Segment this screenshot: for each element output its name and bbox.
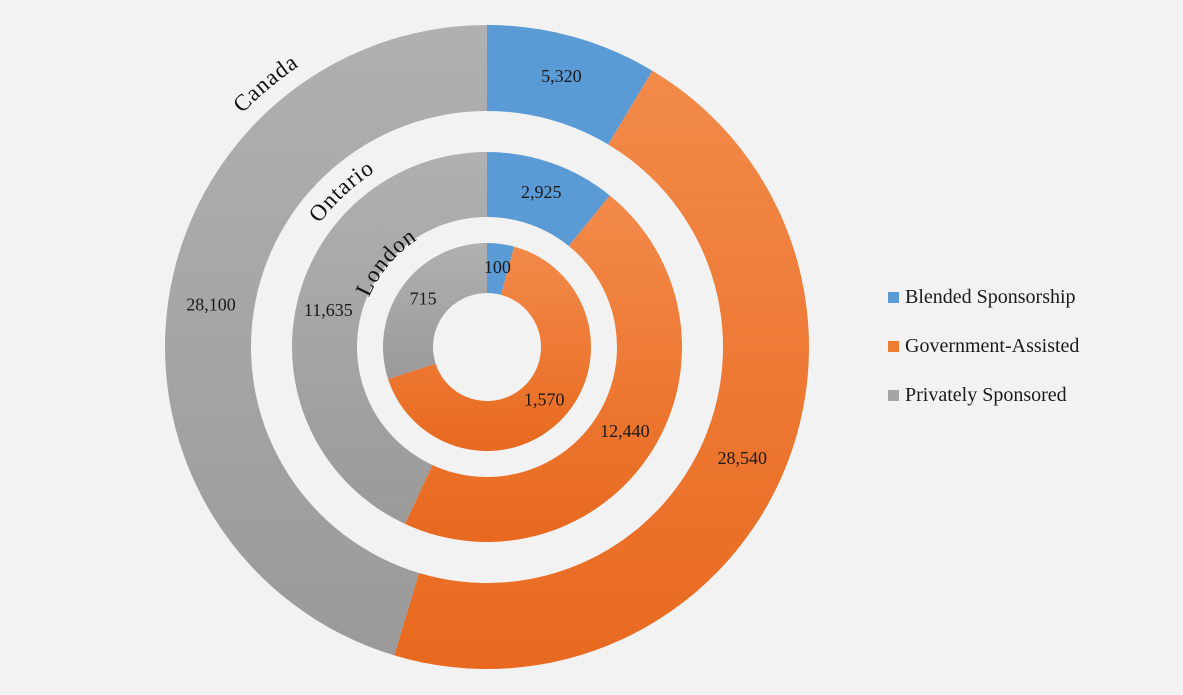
legend-item-government: Government-Assisted — [888, 322, 1079, 371]
legend-label-government: Government-Assisted — [905, 335, 1080, 357]
slices-group — [164, 25, 810, 670]
legend-swatch-private — [888, 390, 899, 401]
data-label-canada-government-assisted: 28,540 — [717, 448, 767, 468]
legend-item-private: Privately Sponsored — [888, 371, 1079, 420]
legend-swatch-government — [888, 341, 899, 352]
legend-item-blended: Blended Sponsorship — [888, 273, 1079, 322]
data-label-london-blended-sponsorship: 100 — [484, 257, 511, 277]
data-label-london-government-assisted: 1,570 — [524, 390, 565, 410]
data-label-canada-blended-sponsorship: 5,320 — [541, 66, 582, 86]
slice-ontario-privately-sponsored — [291, 152, 487, 524]
legend: Blended Sponsorship Government-Assisted … — [888, 273, 1079, 420]
data-label-ontario-privately-sponsored: 11,635 — [304, 300, 353, 320]
slice-london-blended-sponsorship — [487, 243, 515, 295]
data-label-canada-privately-sponsored: 28,100 — [186, 295, 236, 315]
slice-ontario-government-assisted — [405, 195, 683, 543]
slice-ontario-blended-sponsorship — [487, 152, 610, 246]
slice-london-privately-sponsored — [383, 243, 487, 380]
slice-london-government-assisted — [388, 246, 592, 451]
data-label-ontario-blended-sponsorship: 2,925 — [521, 182, 562, 202]
data-label-ontario-government-assisted: 12,440 — [600, 421, 650, 441]
legend-label-private: Privately Sponsored — [905, 384, 1067, 406]
legend-label-blended: Blended Sponsorship — [905, 286, 1076, 308]
legend-swatch-blended — [888, 292, 899, 303]
slice-canada-privately-sponsored — [164, 25, 487, 656]
slice-canada-blended-sponsorship — [487, 25, 653, 145]
data-label-london-privately-sponsored: 715 — [410, 289, 437, 309]
slice-canada-government-assisted — [394, 70, 810, 670]
